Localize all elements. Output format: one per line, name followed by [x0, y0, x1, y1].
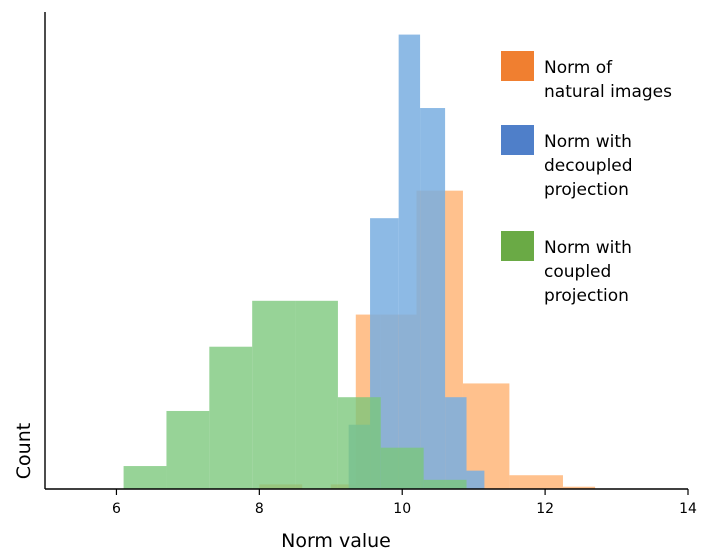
x-tick-label: 6 — [112, 501, 121, 517]
legend-swatch — [501, 231, 534, 261]
series-2 — [123, 300, 467, 489]
legend-label: decoupled — [544, 156, 633, 176]
histogram-bar — [420, 108, 446, 489]
legend-label: coupled — [544, 262, 611, 282]
legend-swatch — [501, 51, 534, 81]
y-axis-title: Count — [13, 423, 35, 479]
axes-layer — [44, 12, 688, 490]
bars-layer — [123, 34, 596, 490]
x-tick-label: 10 — [393, 501, 411, 517]
legend: Norm of natural images Norm with decoupled p… — [501, 51, 672, 306]
x-tick-label: 12 — [536, 501, 554, 517]
legend-label: natural images — [544, 82, 672, 102]
histogram-bar — [509, 475, 563, 489]
histogram-bar — [398, 34, 421, 490]
legend-swatch — [501, 125, 534, 155]
histogram-bar — [423, 479, 467, 489]
legend-label: projection — [544, 180, 629, 200]
legend-label: projection — [544, 286, 629, 306]
x-axis-title: Norm value — [281, 530, 391, 552]
legend-label: Norm with — [544, 132, 632, 152]
x-tick-label: 14 — [679, 501, 697, 517]
histogram-bar — [562, 486, 596, 489]
histogram-bar — [252, 300, 296, 489]
x-tick-label: 8 — [255, 501, 264, 517]
histogram-bar — [445, 397, 467, 489]
x-ticks: 6 8 10 12 14 — [112, 489, 697, 517]
legend-label: Norm with — [544, 238, 632, 258]
histogram-bar — [380, 447, 424, 489]
histogram-bar — [337, 397, 381, 489]
histogram-bar — [295, 300, 338, 489]
histogram-bar — [466, 470, 485, 489]
legend-label: Norm of — [544, 58, 613, 78]
series-1 — [348, 34, 485, 490]
histogram-bar — [123, 466, 167, 489]
histogram-bar — [166, 410, 210, 489]
histogram-bar — [209, 346, 253, 489]
